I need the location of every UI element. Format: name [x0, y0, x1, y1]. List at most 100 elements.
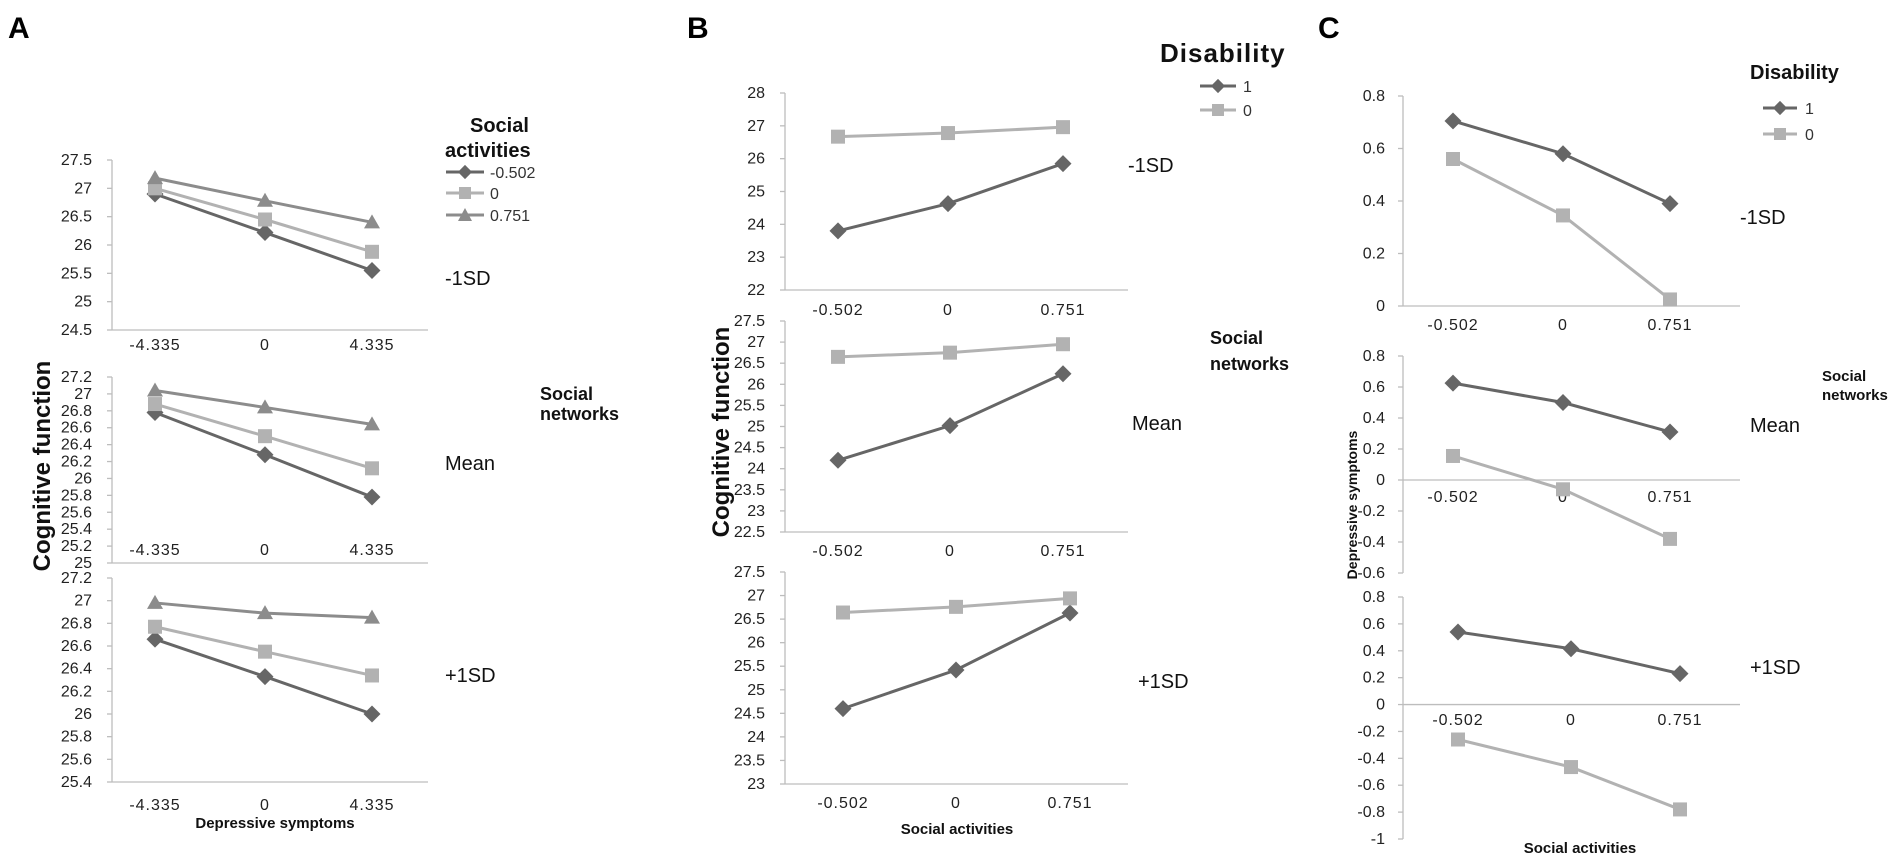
legend-c-label-1: 0	[1805, 127, 1814, 144]
condition-label: +1SD	[445, 665, 496, 687]
data-point-diamond	[1449, 623, 1467, 641]
y-tick-label: 25	[74, 294, 92, 311]
condition-label: Mean	[445, 453, 495, 475]
y-tick-label: 25.8	[61, 729, 92, 746]
legend-a-item-2: 0.751	[446, 208, 530, 225]
data-point-diamond	[363, 262, 381, 279]
y-tick-label: 27.2	[61, 570, 92, 587]
data-point-square	[831, 129, 845, 144]
y-tick-label: 23.5	[734, 752, 765, 769]
y-tick-label: 0.2	[1363, 246, 1385, 263]
y-tick-label: 24	[747, 216, 765, 233]
y-tick-label: 25.5	[734, 397, 765, 414]
condition-label: Mean	[1750, 415, 1800, 437]
subplot-c-2: -1 -0.8 -0.6 -0.4 -0.2 0 0.2 0.4 0.6 0.8 -0.502 0 0.…	[1357, 589, 1800, 848]
data-point-square	[1564, 760, 1578, 775]
subplot-c-0: 0 0.2 0.4 0.6 0.8 -0.502 0 0.751 -1SD	[1363, 88, 1786, 334]
y-tick-label: 0.6	[1363, 141, 1385, 158]
plots: 24.5 25 25.5 26 26.5 27 27.5 -4.335 0 4.335 -1SD 25…	[61, 85, 1801, 848]
y-tick-label: 27	[747, 588, 765, 605]
subplot-b-1: 22.5 23 23.5 24 24.5 25 25.5 26 26.5 27 27.5 -0.502…	[734, 313, 1182, 560]
series-line-1	[837, 162, 1064, 233]
legend-b-label-0: 1	[1243, 79, 1252, 96]
y-tick-label: 0.2	[1363, 670, 1385, 687]
data-point-square	[1451, 732, 1465, 747]
y-tick-label: -0.2	[1357, 723, 1385, 740]
legend-b-item-0: 1	[1200, 78, 1252, 96]
xlabel-a: Depressive symptoms	[195, 815, 354, 832]
data-point-diamond	[941, 417, 959, 435]
data-point-diamond	[939, 195, 957, 213]
data-point-diamond	[1562, 640, 1580, 658]
x-tick-label: 4.335	[349, 542, 394, 559]
data-point-square	[1446, 448, 1460, 463]
series-line-0	[1452, 157, 1671, 301]
series-line-1	[842, 611, 1071, 711]
condition-label: -1SD	[1128, 155, 1174, 177]
subplot-a-2: 25.4 25.6 25.8 26 26.2 26.4 26.6 26.8 27 27.2 -4.3…	[61, 570, 496, 814]
x-tick-label: 4.335	[349, 797, 394, 814]
y-tick-label: 0.6	[1363, 616, 1385, 633]
data-point-diamond	[1661, 423, 1679, 441]
data-point-square	[1663, 531, 1677, 546]
y-tick-label: 0.4	[1363, 410, 1385, 427]
subplot-c-1: -0.6 -0.4 -0.2 0 0.2 0.4 0.6 0.8 -0.502 0 0.751 Mea…	[1357, 348, 1800, 582]
x-tick-label: -0.502	[1427, 489, 1478, 506]
y-tick-label: 25	[747, 682, 765, 699]
data-point-square	[1556, 208, 1570, 223]
y-tick-label: 26.6	[61, 638, 92, 655]
data-point-triangle	[364, 416, 380, 431]
legend-c-title: Disability	[1750, 62, 1840, 84]
x-tick-label: 0	[1558, 489, 1568, 506]
series-line-1	[837, 372, 1064, 462]
y-tick-label: 27	[74, 180, 92, 197]
y-tick-label: 27	[74, 593, 92, 610]
x-tick-label: 0.751	[1040, 302, 1085, 319]
data-point-diamond	[363, 705, 381, 723]
y-tick-label: 25.6	[61, 751, 92, 768]
x-tick-label: 4.335	[349, 337, 394, 354]
data-point-square	[1556, 482, 1570, 497]
subplot-b-0: 22 23 24 25 26 27 28 -0.502 0 0.751 -1SD	[747, 85, 1173, 319]
y-tick-label: 25.5	[61, 265, 92, 282]
data-point-square	[949, 599, 963, 614]
data-point-diamond	[256, 668, 274, 686]
data-point-triangle	[364, 609, 380, 624]
data-point-diamond	[1554, 394, 1572, 411]
y-tick-label: 26.4	[61, 661, 92, 678]
y-tick-label: 26.5	[734, 355, 765, 372]
y-tick-label: 26.5	[61, 209, 92, 226]
y-tick-label: 26	[74, 470, 92, 487]
y-tick-label: 0.4	[1363, 643, 1385, 660]
x-tick-label: 0	[943, 302, 953, 319]
panel-letter-b: B	[687, 12, 709, 45]
y-tick-label: 26.4	[61, 437, 92, 454]
x-tick-label: 0	[945, 543, 955, 560]
data-point-square	[365, 668, 379, 683]
data-point-diamond	[256, 446, 274, 464]
y-tick-label: 25.5	[734, 658, 765, 675]
legend-c-diamond-marker	[1772, 100, 1788, 116]
y-tick-label: 24.5	[61, 322, 92, 339]
data-point-diamond	[834, 700, 852, 718]
y-tick-label: -0.6	[1357, 777, 1385, 794]
y-tick-label: 26	[747, 151, 765, 168]
x-tick-label: 0	[260, 337, 270, 354]
x-tick-label: -0.502	[1427, 317, 1478, 334]
legend-a-label-1: 0	[490, 186, 499, 203]
x-tick-label: 0.751	[1657, 712, 1702, 729]
legend-c-label-0: 1	[1805, 101, 1814, 118]
legend-a-item-0: -0.502	[446, 164, 535, 182]
data-point-triangle	[364, 214, 380, 229]
data-point-square	[941, 126, 955, 141]
y-tick-label: 25	[74, 555, 92, 572]
legend-b-label-1: 0	[1243, 103, 1252, 120]
legend-a-triangle-marker	[458, 208, 472, 221]
series-line-1	[1452, 119, 1671, 205]
y-tick-label: 27.2	[61, 369, 92, 386]
condition-label: -1SD	[445, 268, 491, 290]
data-point-square	[365, 244, 379, 259]
data-point-square	[258, 644, 272, 659]
data-point-triangle	[257, 399, 273, 414]
y-tick-label: 25.6	[61, 504, 92, 521]
